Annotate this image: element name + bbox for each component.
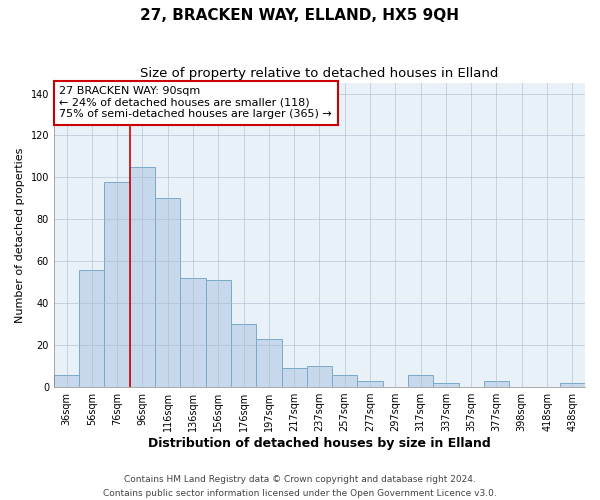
Bar [256,339,281,387]
Y-axis label: Number of detached properties: Number of detached properties [15,148,25,323]
Bar [104,182,130,387]
Bar [433,383,458,387]
Bar [231,324,256,387]
Bar [332,374,358,387]
Bar [181,278,206,387]
Text: 27 BRACKEN WAY: 90sqm
← 24% of detached houses are smaller (118)
75% of semi-det: 27 BRACKEN WAY: 90sqm ← 24% of detached … [59,86,332,120]
Title: Size of property relative to detached houses in Elland: Size of property relative to detached ho… [140,68,499,80]
Bar [79,270,104,387]
Bar [155,198,181,387]
Bar [54,374,79,387]
Text: 27, BRACKEN WAY, ELLAND, HX5 9QH: 27, BRACKEN WAY, ELLAND, HX5 9QH [140,8,460,22]
Bar [358,381,383,387]
Bar [560,383,585,387]
Bar [206,280,231,387]
Bar [307,366,332,387]
Bar [281,368,307,387]
Text: Contains HM Land Registry data © Crown copyright and database right 2024.
Contai: Contains HM Land Registry data © Crown c… [103,476,497,498]
Bar [130,167,155,387]
Bar [408,374,433,387]
X-axis label: Distribution of detached houses by size in Elland: Distribution of detached houses by size … [148,437,491,450]
Bar [484,381,509,387]
